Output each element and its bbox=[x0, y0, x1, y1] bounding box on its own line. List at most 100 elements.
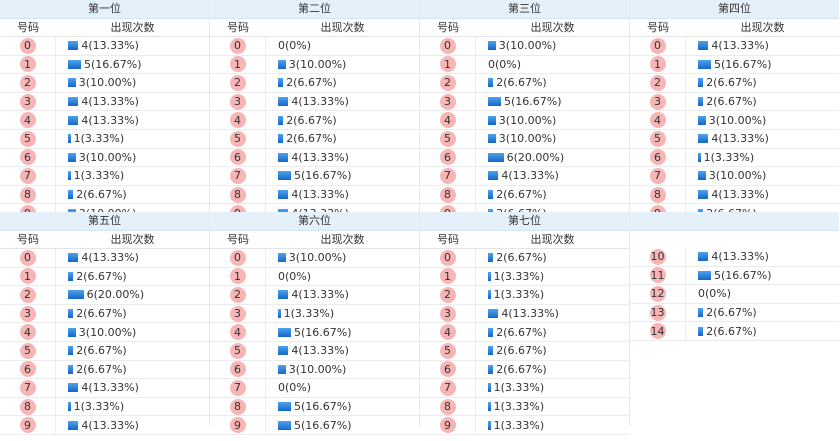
number-ball: 3 bbox=[439, 305, 456, 322]
count-value: 4(13.33%) bbox=[81, 39, 139, 53]
panel-title: 第四位 bbox=[630, 0, 839, 19]
number-cell: 6 bbox=[630, 148, 686, 167]
table-row: 14 2(6.67%) bbox=[630, 322, 839, 341]
number-ball: 0 bbox=[439, 37, 456, 54]
count-cell: 2(6.67%) bbox=[266, 132, 419, 145]
number-cell: 0 bbox=[630, 37, 686, 55]
count-bar bbox=[278, 190, 289, 200]
count-value: 1(3.33%) bbox=[73, 400, 125, 414]
count-value: 4(13.33%) bbox=[711, 132, 769, 146]
count-bar bbox=[278, 115, 284, 125]
table-row: 6 4(13.33%) bbox=[210, 148, 419, 168]
number-cell: 3 bbox=[420, 92, 476, 111]
number-cell: 2 bbox=[0, 286, 56, 304]
panel-title: 第二位 bbox=[210, 0, 419, 19]
count-cell: 6(20.00%) bbox=[476, 151, 629, 164]
count-cell: 0(0%) bbox=[686, 287, 839, 300]
number-ball: 2 bbox=[19, 286, 36, 303]
number-cell: 7 bbox=[210, 379, 266, 397]
number-cell: 7 bbox=[210, 167, 266, 185]
number-cell: 11 bbox=[630, 266, 686, 285]
count-value: 3(10.00%) bbox=[708, 113, 767, 127]
number-ball: 4 bbox=[649, 112, 666, 129]
number-cell: 6 bbox=[210, 148, 266, 167]
count-cell: 4(13.33%) bbox=[266, 188, 419, 201]
number-cell: 9 bbox=[210, 416, 266, 434]
count-cell: 2(6.67%) bbox=[56, 188, 209, 201]
count-value: 3(10.00%) bbox=[498, 132, 557, 146]
table-row: 5 1(3.33%) bbox=[0, 129, 209, 149]
number-cell: 2 bbox=[420, 74, 476, 92]
table-row: 7 4(13.33%) bbox=[420, 167, 629, 186]
number-ball: 3 bbox=[19, 305, 36, 322]
count-cell: 5(16.67%) bbox=[266, 326, 419, 339]
header-number: 号码 bbox=[227, 21, 249, 34]
count-value: 3(10.00%) bbox=[288, 362, 347, 376]
number-ball: 7 bbox=[649, 167, 666, 184]
header-count: 出现次数 bbox=[740, 21, 785, 34]
count-cell: 2(6.67%) bbox=[56, 307, 209, 320]
table-row: 2 6(20.00%) bbox=[0, 286, 209, 305]
count-bar bbox=[68, 134, 71, 144]
count-bar bbox=[278, 59, 286, 69]
count-cell: 4(13.33%) bbox=[686, 132, 839, 145]
count-value: 0(0%) bbox=[278, 381, 312, 395]
count-cell: 1(3.33%) bbox=[686, 151, 839, 164]
number-cell: 1 bbox=[210, 55, 266, 74]
count-bar bbox=[278, 364, 286, 374]
count-bar bbox=[488, 171, 499, 181]
count-value: 3(10.00%) bbox=[498, 113, 557, 127]
count-value: 4(13.33%) bbox=[81, 251, 139, 265]
count-cell: 2(6.67%) bbox=[686, 95, 839, 108]
position-panel: 第二位 号码 出现次数 0 0(0%) 1 3(10.00%) 2 2(6.67%) 3 4(13.… bbox=[210, 0, 419, 223]
count-value: 4(13.33%) bbox=[291, 150, 349, 164]
table-row: 1 3(10.00%) bbox=[210, 55, 419, 75]
count-bar bbox=[488, 309, 499, 319]
count-bar bbox=[698, 270, 711, 280]
number-cell: 8 bbox=[420, 397, 476, 416]
number-cell: 13 bbox=[630, 303, 686, 322]
number-cell: 4 bbox=[0, 323, 56, 341]
number-cell: 4 bbox=[210, 323, 266, 341]
table-row: 5 2(6.67%) bbox=[210, 129, 419, 149]
number-cell: 7 bbox=[420, 379, 476, 397]
number-cell: 1 bbox=[0, 55, 56, 74]
number-cell: 6 bbox=[0, 148, 56, 167]
count-value: 5(16.67%) bbox=[714, 57, 772, 71]
number-ball: 1 bbox=[229, 56, 246, 73]
number-ball: 1 bbox=[19, 268, 36, 285]
table-row: 2 1(3.33%) bbox=[420, 286, 629, 305]
number-cell: 6 bbox=[420, 360, 476, 379]
number-ball: 2 bbox=[439, 286, 456, 303]
count-cell: 1(3.33%) bbox=[266, 307, 419, 320]
count-value: 4(13.33%) bbox=[81, 418, 139, 432]
number-cell: 7 bbox=[0, 379, 56, 397]
number-cell: 0 bbox=[0, 249, 56, 267]
header-number: 号码 bbox=[227, 233, 249, 246]
count-value: 1(3.33%) bbox=[493, 400, 545, 414]
count-bar bbox=[488, 41, 496, 51]
count-cell: 4(13.33%) bbox=[56, 39, 209, 52]
column-divider bbox=[419, 0, 420, 426]
count-value: 1(3.33%) bbox=[493, 418, 545, 432]
number-cell: 12 bbox=[630, 285, 686, 303]
count-value: 1(3.33%) bbox=[283, 307, 335, 321]
count-cell: 4(13.33%) bbox=[266, 95, 419, 108]
table-row: 8 5(16.67%) bbox=[210, 397, 419, 417]
number-ball: 3 bbox=[229, 93, 246, 110]
table-row: 5 4(13.33%) bbox=[210, 341, 419, 361]
count-cell: 5(16.67%) bbox=[56, 58, 209, 71]
header-count: 出现次数 bbox=[320, 21, 365, 34]
number-ball: 7 bbox=[439, 167, 456, 184]
count-value: 3(10.00%) bbox=[708, 169, 767, 183]
count-bar bbox=[68, 115, 79, 125]
number-ball: 0 bbox=[229, 37, 246, 54]
count-value: 4(13.33%) bbox=[291, 344, 349, 358]
number-cell: 9 bbox=[420, 416, 476, 434]
number-cell: 6 bbox=[420, 148, 476, 167]
count-cell: 2(6.67%) bbox=[476, 76, 629, 89]
number-ball: 6 bbox=[19, 361, 36, 378]
number-ball: 13 bbox=[649, 304, 666, 321]
count-cell: 4(13.33%) bbox=[686, 188, 839, 201]
count-value: 2(6.67%) bbox=[496, 76, 547, 90]
